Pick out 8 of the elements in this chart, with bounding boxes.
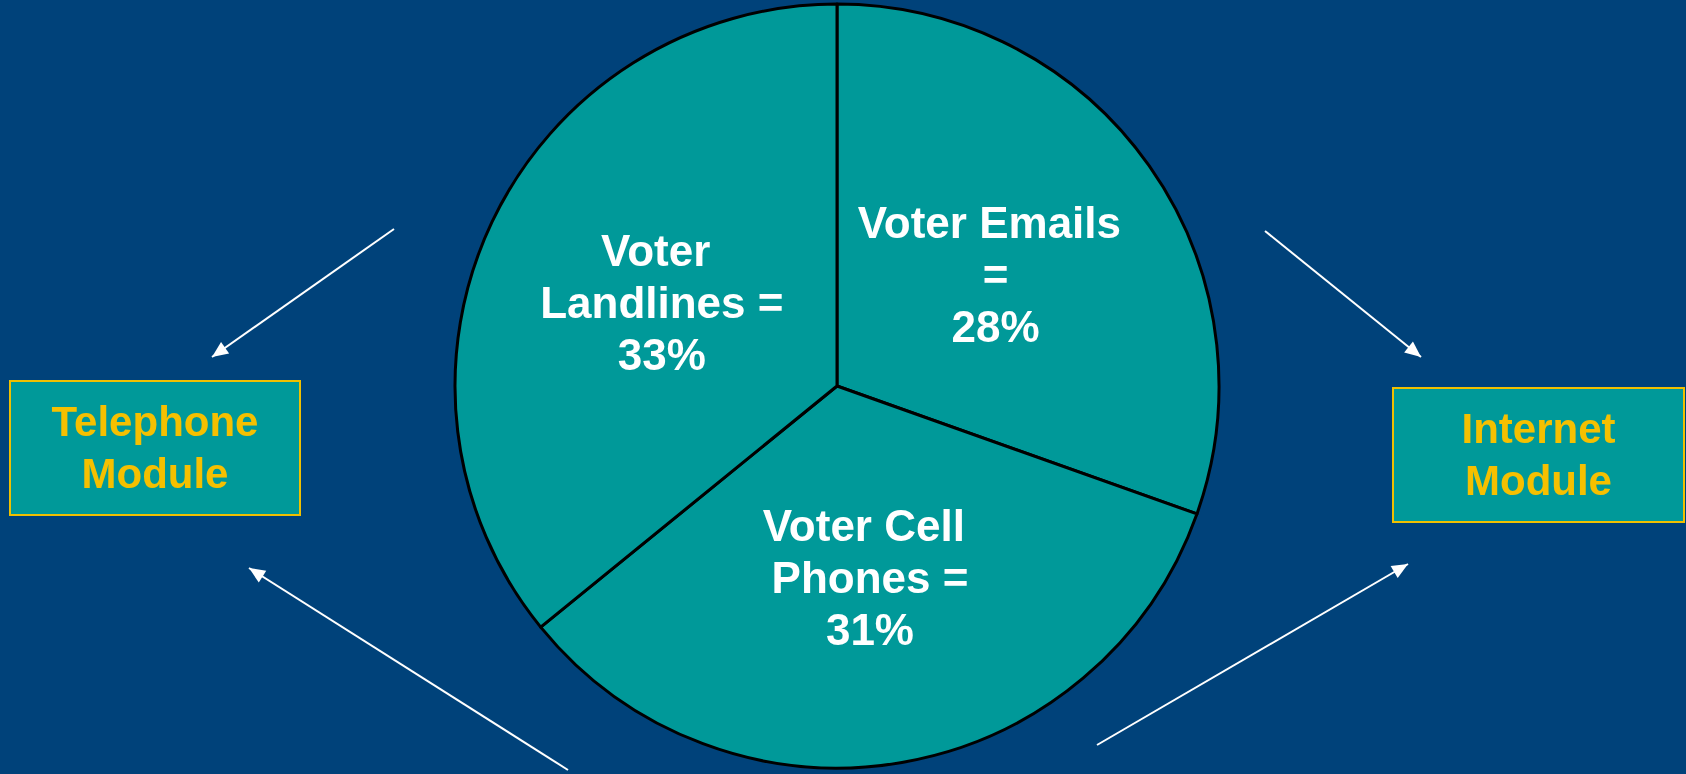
data-label: 31%: [825, 604, 914, 654]
data-label: 33%: [617, 330, 706, 380]
data-label: 28%: [951, 301, 1040, 351]
text: Internet Module: [1392, 387, 1685, 523]
text: Telephone Module: [9, 380, 301, 516]
slice-label: Voter Cell Phones =: [762, 500, 978, 602]
slice-label: Voter Landlines =: [540, 226, 784, 328]
slice-label: Voter Emails =: [857, 197, 1134, 299]
